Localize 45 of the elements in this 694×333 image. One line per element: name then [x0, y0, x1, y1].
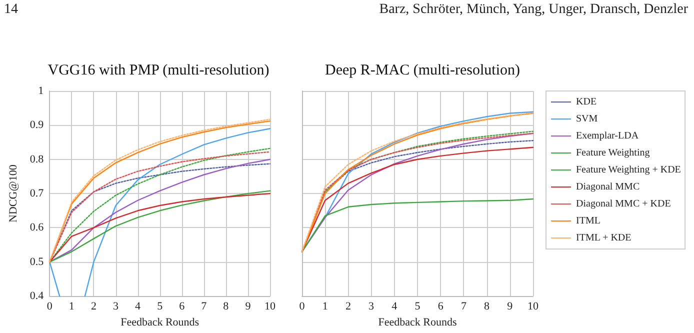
y-tick-label: 0.5: [30, 256, 44, 268]
legend-label: KDE: [576, 96, 597, 108]
chart-title: VGG16 with PMP (multi-resolution): [48, 62, 270, 78]
legend-label: Diagonal MMC: [576, 182, 640, 192]
x-axis-title: Feedback Rounds: [120, 316, 200, 328]
legend-label: ITML + KDE: [576, 232, 632, 244]
x-tick-label: 3: [368, 300, 375, 313]
x-tick-label: 1: [322, 300, 328, 313]
x-tick-label: 4: [135, 300, 142, 313]
x-tick-label: 9: [507, 300, 514, 313]
x-tick-label: 5: [157, 300, 164, 313]
y-tick-label: 0.8: [30, 153, 44, 166]
legend-label: ITML: [576, 216, 600, 226]
legend-label: Exemplar-LDA: [576, 130, 640, 142]
legend-label: Feature Weighting + KDE: [576, 164, 681, 176]
x-tick-label: 2: [90, 300, 96, 313]
x-tick-label: 6: [179, 300, 186, 313]
x-tick-label: 10: [264, 300, 276, 313]
x-tick-label: 5: [414, 300, 421, 313]
x-tick-label: 10: [528, 300, 539, 313]
x-tick-label: 8: [484, 300, 490, 313]
legend-label: SVM: [576, 114, 598, 124]
legend-label: Feature Weighting: [576, 148, 650, 158]
x-tick-label: 1: [68, 300, 74, 313]
x-tick-label: 2: [345, 300, 351, 313]
text: 14: [4, 2, 18, 18]
x-tick-label: 0: [46, 300, 53, 313]
y-tick-label: 0.4: [30, 290, 44, 302]
x-tick-label: 0: [299, 300, 306, 313]
x-tick-label: 9: [245, 300, 252, 313]
y-tick-label: 0.9: [30, 119, 44, 132]
x-axis-title: Feedback Rounds: [378, 316, 457, 328]
x-tick-label: 7: [201, 300, 208, 313]
x-tick-label: 8: [223, 300, 230, 313]
chart-title: Deep R-MAC (multi-resolution): [325, 62, 520, 78]
y-tick-label: 1: [38, 85, 44, 97]
text: Barz, Schröter, Münch, Yang, Unger, Dransch, Denzler: [379, 2, 688, 18]
x-tick-label: 4: [392, 300, 398, 313]
x-tick-label: 6: [438, 300, 444, 313]
y-tick-label: 0.7: [30, 188, 44, 200]
x-tick-label: 7: [460, 300, 467, 313]
y-axis-title: NDCG@100: [8, 164, 20, 222]
x-tick-label: 3: [113, 300, 120, 313]
legend-label: Diagonal MMC + KDE: [576, 198, 671, 210]
y-tick-label: 0.6: [30, 222, 44, 234]
